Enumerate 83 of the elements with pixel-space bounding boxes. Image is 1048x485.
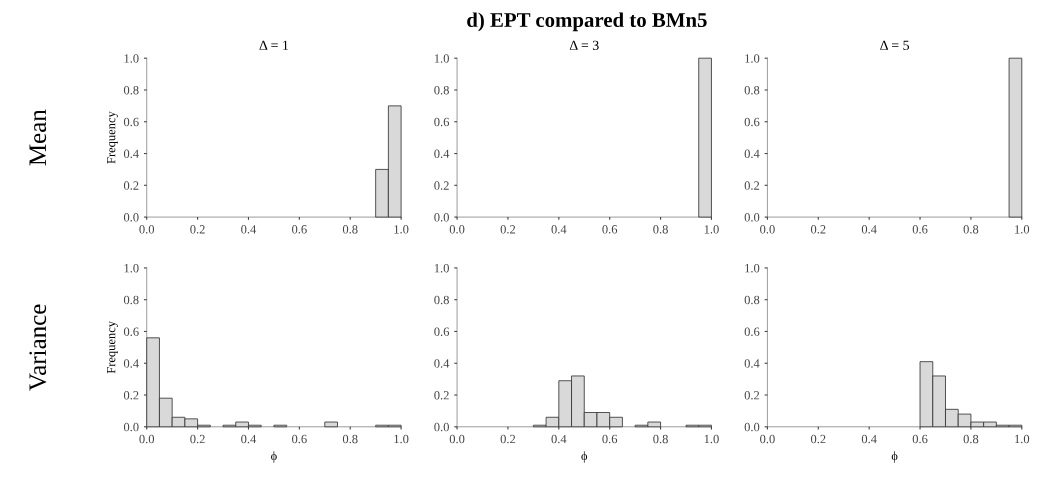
- y-tick-label: 0.4: [434, 149, 450, 159]
- x-tick-label: 0.6: [292, 434, 307, 444]
- x-tick-label: 0.8: [963, 225, 979, 234]
- y-tick-label: 0.2: [744, 391, 760, 400]
- y-tick-label: 0.0: [744, 213, 760, 222]
- x-tick-label: 0.6: [292, 225, 307, 234]
- y-tick-label: 0.8: [434, 295, 449, 305]
- x-tick-label: 0.8: [963, 434, 979, 444]
- x-axis-title: ϕ: [271, 451, 277, 463]
- x-tick-label: 0.2: [500, 434, 516, 444]
- y-tick-label: 0.4: [744, 359, 760, 368]
- x-tick-label: 0.8: [342, 225, 358, 234]
- x-axis-title: ϕ: [891, 451, 898, 463]
- x-tick-label: 0.4: [861, 225, 877, 234]
- chart-title: Δ = 3: [569, 40, 599, 50]
- text: d) EPT compared to BMn5: [467, 12, 707, 32]
- x-tick-label: 0.0: [760, 225, 775, 234]
- y-tick-label: 0.0: [123, 422, 139, 432]
- chart-title: Δ = 1: [259, 40, 289, 50]
- x-tick-label: 0.4: [861, 434, 877, 444]
- x-tick-label: 0.2: [810, 434, 826, 444]
- y-tick-label: 0.6: [123, 327, 139, 336]
- y-tick-label: 0.2: [434, 181, 449, 190]
- y-tick-label: 0.0: [123, 213, 139, 222]
- y-tick-label: 0.8: [123, 295, 139, 305]
- x-tick-label: 0.6: [912, 225, 928, 234]
- y-tick-label: 0.2: [123, 181, 139, 190]
- y-tick-label: 0.6: [434, 327, 450, 336]
- x-tick-label: 0.8: [653, 434, 668, 444]
- x-tick-label: 0.6: [602, 225, 618, 234]
- y-tick-label: 0.2: [434, 391, 449, 400]
- y-axis-title: Frequency: [107, 321, 118, 374]
- x-tick-label: 0.6: [602, 434, 618, 444]
- x-tick-label: 0.2: [190, 225, 205, 234]
- y-tick-label: 0.4: [123, 359, 139, 368]
- y-tick-label: 1.0: [124, 263, 139, 273]
- y-tick-label: 0.6: [744, 327, 760, 336]
- x-tick-label: 0.2: [190, 434, 205, 444]
- x-axis-title: ϕ: [581, 451, 588, 463]
- y-tick-label: 0.4: [123, 149, 139, 159]
- x-tick-label: 0.0: [139, 434, 155, 444]
- x-tick-label: 0.0: [139, 225, 155, 234]
- y-tick-label: 1.0: [745, 263, 760, 273]
- x-tick-label: 1.0: [1015, 225, 1030, 234]
- x-tick-label: 0.6: [912, 434, 928, 444]
- y-tick-label: 1.0: [745, 54, 760, 63]
- y-tick-label: 0.4: [744, 149, 760, 159]
- x-tick-label: 0.8: [342, 434, 358, 444]
- x-tick-label: 0.4: [241, 225, 257, 234]
- x-tick-label: 0.4: [551, 225, 567, 234]
- y-tick-label: 0.4: [434, 359, 450, 368]
- text: Mean: [29, 109, 47, 166]
- x-tick-label: 1.0: [1015, 434, 1030, 444]
- y-tick-label: 0.6: [434, 117, 450, 127]
- x-tick-label: 1.0: [394, 434, 409, 444]
- y-tick-label: 0.0: [744, 422, 760, 432]
- y-tick-label: 0.2: [744, 181, 760, 190]
- x-tick-label: 0.2: [810, 225, 826, 234]
- x-tick-label: 1.0: [704, 225, 719, 234]
- y-tick-label: 0.8: [744, 295, 760, 305]
- x-tick-label: 0.0: [760, 434, 775, 444]
- x-tick-label: 0.4: [241, 434, 257, 444]
- x-tick-label: 0.0: [449, 225, 465, 234]
- x-tick-label: 1.0: [394, 225, 409, 234]
- y-tick-label: 1.0: [124, 54, 139, 63]
- y-tick-label: 0.8: [434, 86, 449, 95]
- text: Variance: [29, 304, 47, 391]
- y-tick-label: 0.2: [123, 391, 139, 400]
- chart-title: Δ = 5: [880, 40, 910, 50]
- y-tick-label: 0.0: [434, 213, 449, 222]
- y-tick-label: 0.8: [123, 86, 139, 95]
- y-axis-title: Frequency: [107, 111, 118, 164]
- x-tick-label: 0.0: [449, 434, 465, 444]
- x-tick-label: 0.2: [500, 225, 516, 234]
- y-tick-label: 1.0: [434, 263, 449, 273]
- y-tick-label: 0.6: [123, 117, 139, 127]
- y-tick-label: 0.8: [744, 86, 760, 95]
- x-tick-label: 0.4: [551, 434, 567, 444]
- x-tick-label: 0.8: [653, 225, 668, 234]
- y-tick-label: 0.0: [434, 422, 449, 432]
- y-tick-label: 1.0: [434, 54, 449, 63]
- x-tick-label: 1.0: [704, 434, 719, 444]
- y-tick-label: 0.6: [744, 117, 760, 127]
